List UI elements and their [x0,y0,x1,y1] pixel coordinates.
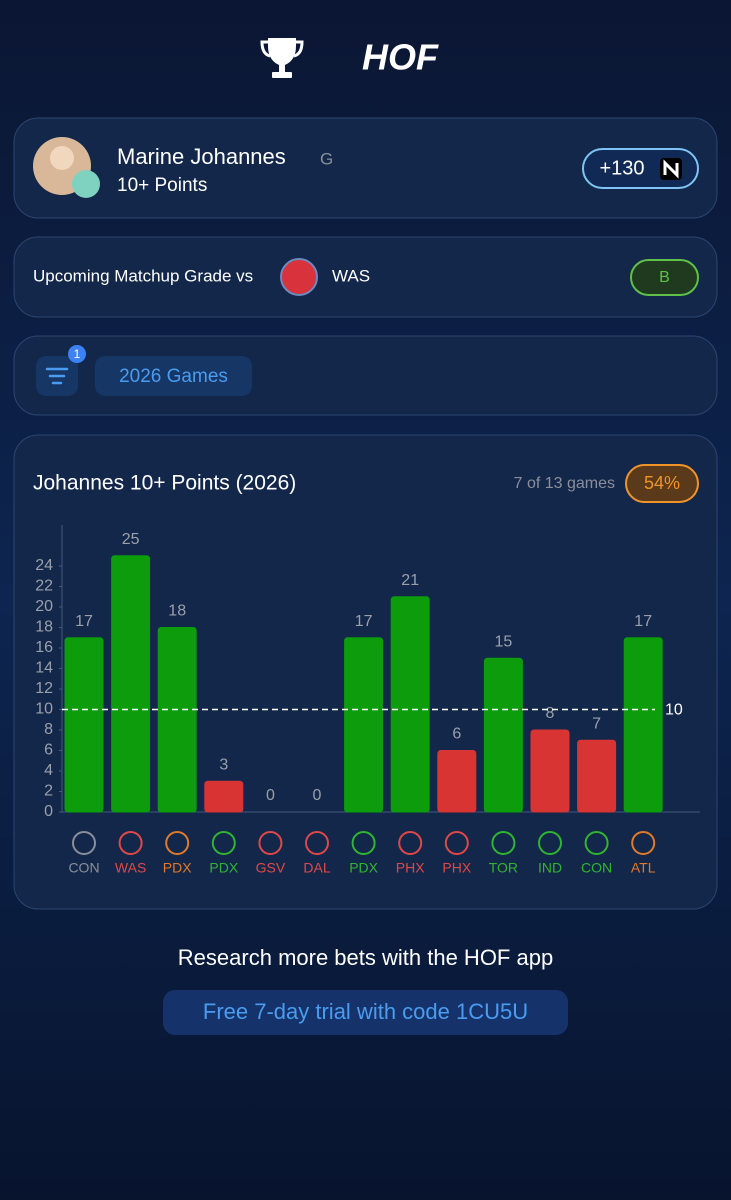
filter-icon [45,367,69,385]
plot: 02468101214161820222417CON25WAS18PDX3PDX… [35,525,700,876]
team-logo [305,831,329,855]
chart-title: Johannes 10+ Points (2026) [33,472,296,495]
value-label: 17 [355,613,373,630]
bar [390,596,430,813]
threshold-label: 10 [665,702,683,719]
footer-text: Research more bets with the HOF app [178,945,553,970]
hit-rate: 54% [644,473,680,493]
filter-chip[interactable] [95,356,252,396]
x-tick-label: PHX [442,860,471,876]
value-label: 6 [452,726,461,743]
matchup-label: Upcoming Matchup Grade vs [33,266,253,285]
x-tick-label: PDX [209,860,238,876]
value-label: 7 [592,715,601,732]
team-logo [491,831,516,855]
player-face [50,146,74,170]
x-tick-label: IND [538,860,562,876]
grade-pill [630,259,699,296]
book-icon-mark [663,159,679,179]
x-tick-label: PHX [396,860,425,876]
bar [157,627,197,813]
y-tick-label: 0 [44,803,53,820]
team-logo [538,831,562,855]
team-logo [398,831,423,855]
filter-badge [68,345,86,363]
matchup-card [13,236,718,318]
bar [344,637,384,813]
bar [530,729,570,813]
bar [204,780,244,813]
team-logo [351,831,376,855]
team-logo [165,831,190,855]
team-logo [631,831,656,855]
bar [437,750,477,813]
filter-badge-count: 1 [74,347,81,361]
value-label: 21 [401,572,419,589]
filter-chip-label: 2026 Games [119,366,228,387]
bar [577,739,617,813]
prop-label: 10+ Points [117,175,207,196]
y-tick-label: 22 [35,578,53,595]
team-badge [72,170,100,198]
player-card [13,117,718,219]
y-tick-label: 4 [44,762,53,779]
value-label: 25 [122,531,140,548]
x-tick-label: GSV [256,860,286,876]
player-position: G [320,149,333,168]
value-label: 17 [634,613,652,630]
team-logo [584,831,609,855]
logo: HOF [362,37,439,78]
grade: B [659,269,670,286]
x-tick-label: PDX [349,860,378,876]
value-label: 15 [495,633,513,650]
y-tick-label: 20 [35,598,53,615]
y-tick-label: 16 [35,639,53,656]
x-tick-label: CON [68,860,99,876]
bar [483,657,523,813]
y-tick-label: 12 [35,680,53,697]
team-logo [72,831,96,855]
value-label: 17 [75,613,93,630]
x-tick-label: TOR [489,860,518,876]
y-tick-label: 6 [44,742,53,759]
bar [623,637,663,813]
trial-button[interactable] [163,990,568,1035]
y-tick-label: 24 [35,557,53,574]
y-tick-label: 8 [44,721,53,738]
team-logo [444,831,469,855]
value-label: 3 [219,756,228,773]
x-tick-label: DAL [303,860,330,876]
trophy-icon [260,38,304,78]
bar [111,555,151,813]
opponent-logo [280,258,318,296]
odds: +130 [599,157,644,179]
team-logo [118,831,143,855]
team-logo [258,831,283,855]
y-tick-label: 18 [35,619,53,636]
opponent: WAS [332,266,370,285]
hit-summary: 7 of 13 games [514,475,615,492]
player-name: Marine Johannes [117,144,286,169]
x-tick-label: WAS [115,860,146,876]
x-tick-label: PDX [163,860,192,876]
bar [64,637,104,813]
hit-rate-pill [625,464,699,503]
y-tick-label: 14 [35,660,53,677]
value-label: 0 [266,787,275,804]
y-tick-label: 10 [35,701,53,718]
value-label: 18 [168,603,186,620]
value-label: 8 [546,705,555,722]
x-tick-label: CON [581,860,612,876]
x-tick-label: ATL [631,860,656,876]
trial-button-label: Free 7-day trial with code 1CU5U [203,999,528,1024]
y-tick-label: 2 [44,783,53,800]
team-logo [211,831,236,855]
value-label: 0 [313,787,322,804]
